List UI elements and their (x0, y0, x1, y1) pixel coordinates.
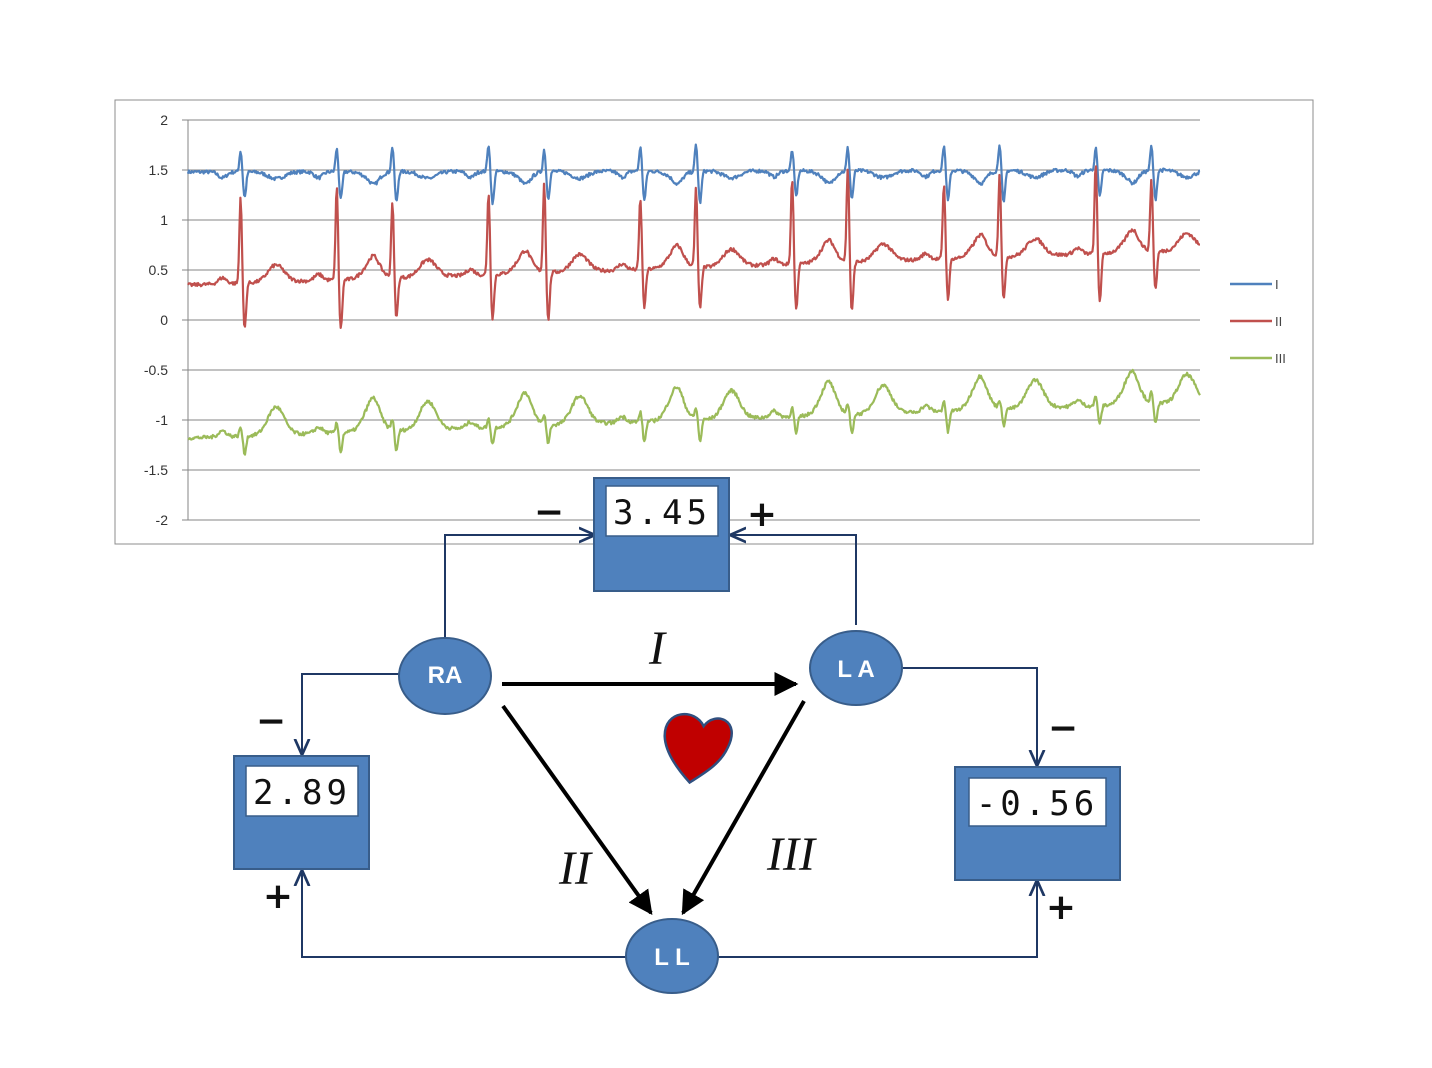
meter-value: -0.56 (976, 784, 1098, 824)
chart-series (186, 143, 1201, 456)
meter-wires (302, 535, 1037, 958)
minus-sign: − (256, 701, 286, 742)
meter-display (245, 765, 359, 817)
wire-ra-to-meter-i (444, 535, 595, 638)
lead-ii-label: II (558, 842, 593, 895)
y-tick-label: -0.5 (144, 362, 168, 378)
plus-sign: + (1046, 887, 1076, 928)
y-tick-label: -1 (156, 412, 169, 428)
meter-lead-iii: -0.56 (954, 766, 1121, 881)
lead-i-label: I (648, 622, 667, 675)
electrode-ra: RA (398, 637, 492, 715)
meter-lead-ii: 2.89 (233, 755, 370, 870)
heart-icon (663, 712, 733, 785)
legend-label: II (1275, 314, 1282, 329)
electrode-label: RA (428, 662, 463, 689)
series-line-II (187, 165, 1201, 329)
electrode-label: L A (837, 656, 874, 683)
electrode-label: L L (654, 944, 690, 971)
y-axis-ticks: 2 1.5 1 0.5 0 -0.5 -1 -1.5 -2 (144, 112, 188, 528)
wire-ll-to-meter-iii (718, 880, 1037, 958)
legend-label: I (1275, 277, 1279, 292)
meter-value: 2.89 (253, 773, 351, 813)
lead-iii-arrow (681, 700, 806, 916)
y-tick-label: 2 (160, 112, 168, 128)
y-tick-label: 1 (160, 212, 168, 228)
electrode-la: L A (809, 630, 903, 706)
meter-lead-i: 3.45 (593, 477, 730, 592)
y-tick-label: 1.5 (149, 162, 169, 178)
y-tick-label: 0.5 (149, 262, 169, 278)
y-tick-label: 0 (160, 312, 168, 328)
lead-ii-arrow (501, 704, 653, 915)
legend-label: III (1275, 351, 1286, 366)
meter-display (968, 777, 1107, 827)
meter-value: 3.45 (613, 493, 711, 533)
minus-sign: − (1048, 708, 1078, 749)
electrode-ll: L L (625, 918, 719, 994)
wire-ra-to-meter-ii (302, 673, 400, 755)
plus-sign: + (263, 876, 293, 917)
y-tick-label: -1.5 (144, 462, 168, 478)
lead-iii-label: III (766, 828, 817, 881)
minus-sign: − (534, 492, 564, 533)
wire-ll-to-meter-ii (302, 870, 626, 958)
series-line-III (187, 368, 1201, 456)
einthoven-triangle (501, 672, 806, 916)
meter-display (605, 485, 719, 537)
plus-sign: + (747, 494, 777, 535)
series-line-I (186, 143, 1201, 206)
y-tick-label: -2 (156, 512, 169, 528)
wire-la-to-meter-iii (903, 667, 1037, 766)
wire-la-to-meter-i (730, 535, 857, 625)
